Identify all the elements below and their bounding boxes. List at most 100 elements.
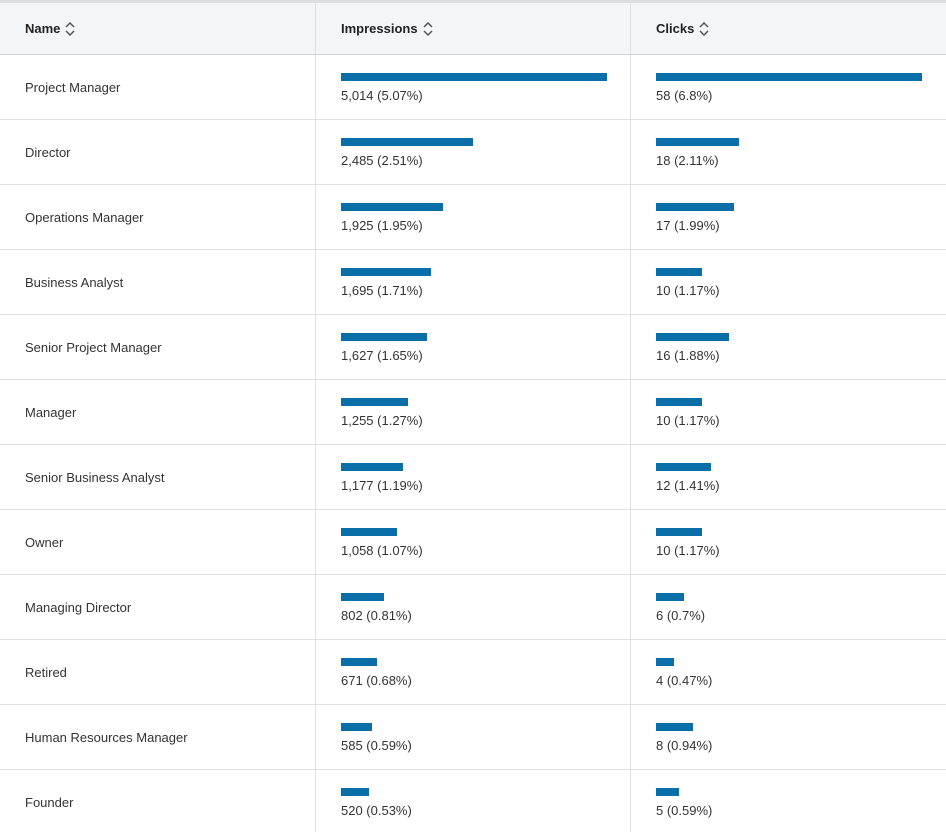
clicks-label: 4 (0.47%)	[656, 673, 713, 688]
impressions-cell: 1,627 (1.65%)	[316, 315, 631, 379]
impressions-label: 671 (0.68%)	[341, 673, 412, 688]
impressions-cell: 1,695 (1.71%)	[316, 250, 631, 314]
clicks-bar	[656, 788, 679, 796]
impressions-label: 1,627 (1.65%)	[341, 348, 423, 363]
clicks-label: 10 (1.17%)	[656, 413, 720, 428]
header-text: Impressions	[341, 21, 418, 36]
impressions-cell: 671 (0.68%)	[316, 640, 631, 704]
clicks-bar	[656, 73, 922, 81]
clicks-label: 16 (1.88%)	[656, 348, 720, 363]
clicks-cell: 6 (0.7%)	[631, 575, 946, 639]
impressions-cell: 5,014 (5.07%)	[316, 55, 631, 119]
name-cell: Operations Manager	[0, 185, 316, 249]
impressions-cell: 1,255 (1.27%)	[316, 380, 631, 444]
clicks-bar	[656, 138, 739, 146]
clicks-cell: 12 (1.41%)	[631, 445, 946, 509]
impressions-bar	[341, 203, 444, 211]
table-row: Business Analyst 1,695 (1.71%) 10 (1.17%)	[0, 250, 946, 315]
clicks-cell: 10 (1.17%)	[631, 380, 946, 444]
name-cell: Senior Business Analyst	[0, 445, 316, 509]
clicks-label: 6 (0.7%)	[656, 608, 706, 623]
impressions-cell: 585 (0.59%)	[316, 705, 631, 769]
table-row: Managing Director 802 (0.81%) 6 (0.7%)	[0, 575, 946, 640]
impressions-cell: 1,058 (1.07%)	[316, 510, 631, 574]
clicks-bar	[656, 333, 730, 341]
table-row: Senior Project Manager 1,627 (1.65%) 16 (1…	[0, 315, 946, 380]
table-row: Project Manager 5,014 (5.07%) 58 (6.8%)	[0, 55, 946, 120]
clicks-cell: 10 (1.17%)	[631, 510, 946, 574]
clicks-cell: 18 (2.11%)	[631, 120, 946, 184]
impressions-bar	[341, 788, 369, 796]
table-row: Founder 520 (0.53%) 5 (0.59%)	[0, 770, 946, 832]
header-cell[interactable]: Clicks	[631, 3, 946, 54]
impressions-cell: 520 (0.53%)	[316, 770, 631, 832]
impressions-label: 1,177 (1.19%)	[341, 478, 423, 493]
header-text: Clicks	[656, 21, 695, 36]
name-cell: Human Resources Manager	[0, 705, 316, 769]
impressions-bar	[341, 723, 373, 731]
impressions-cell: 802 (0.81%)	[316, 575, 631, 639]
clicks-bar	[656, 723, 693, 731]
clicks-label: 18 (2.11%)	[656, 153, 719, 168]
impressions-label: 585 (0.59%)	[341, 738, 412, 753]
clicks-label: 8 (0.94%)	[656, 738, 713, 753]
impressions-bar	[341, 73, 607, 81]
table-row: Owner 1,058 (1.07%) 10 (1.17%)	[0, 510, 946, 575]
impressions-bar	[341, 333, 428, 341]
clicks-cell: 58 (6.8%)	[631, 55, 946, 119]
clicks-label: 17 (1.99%)	[656, 218, 720, 233]
clicks-bar	[656, 463, 712, 471]
name-cell: Business Analyst	[0, 250, 316, 314]
impressions-bar	[341, 398, 408, 406]
impressions-cell: 1,925 (1.95%)	[316, 185, 631, 249]
table-row: Human Resources Manager 585 (0.59%) 8 (0.9…	[0, 705, 946, 770]
clicks-label: 10 (1.17%)	[656, 543, 720, 558]
impressions-label: 1,925 (1.95%)	[341, 218, 423, 233]
header-cell[interactable]: Name	[0, 3, 316, 54]
clicks-label: 5 (0.59%)	[656, 803, 713, 818]
name-cell: Manager	[0, 380, 316, 444]
clicks-cell: 17 (1.99%)	[631, 185, 946, 249]
table-row: Director 2,485 (2.51%) 18 (2.11%)	[0, 120, 946, 185]
table-row: Manager 1,255 (1.27%) 10 (1.17%)	[0, 380, 946, 445]
header-text: Name	[25, 21, 61, 36]
name-cell: Senior Project Manager	[0, 315, 316, 379]
clicks-label: 12 (1.41%)	[656, 478, 720, 493]
impressions-label: 1,058 (1.07%)	[341, 543, 423, 558]
clicks-bar	[656, 658, 675, 666]
sort-icon	[423, 21, 433, 36]
clicks-label: 10 (1.17%)	[656, 283, 720, 298]
clicks-cell: 16 (1.88%)	[631, 315, 946, 379]
clicks-bar	[656, 398, 702, 406]
impressions-bar	[341, 138, 473, 146]
clicks-cell: 4 (0.47%)	[631, 640, 946, 704]
clicks-cell: 8 (0.94%)	[631, 705, 946, 769]
sort-icon	[699, 21, 709, 36]
impressions-bar	[341, 463, 404, 471]
impressions-bar	[341, 268, 431, 276]
table-row: Senior Business Analyst 1,177 (1.19%) 12 (…	[0, 445, 946, 510]
table-row: Retired 671 (0.68%) 4 (0.47%)	[0, 640, 946, 705]
clicks-cell: 5 (0.59%)	[631, 770, 946, 832]
impressions-cell: 1,177 (1.19%)	[316, 445, 631, 509]
sort-icon	[65, 21, 75, 36]
header-cell[interactable]: Impressions	[316, 3, 631, 54]
clicks-label: 58 (6.8%)	[656, 88, 713, 103]
name-cell: Founder	[0, 770, 316, 832]
impressions-bar	[341, 658, 377, 666]
clicks-bar	[656, 268, 702, 276]
impressions-label: 1,255 (1.27%)	[341, 413, 423, 428]
impressions-bar	[341, 528, 398, 536]
impressions-label: 5,014 (5.07%)	[341, 88, 423, 103]
clicks-bar	[656, 528, 702, 536]
name-cell: Owner	[0, 510, 316, 574]
name-cell: Retired	[0, 640, 316, 704]
header-row: Name Impressions Clicks	[0, 3, 946, 55]
clicks-bar	[656, 203, 734, 211]
impressions-label: 802 (0.81%)	[341, 608, 412, 623]
impressions-label: 2,485 (2.51%)	[341, 153, 423, 168]
impressions-bar	[341, 593, 384, 601]
impressions-label: 520 (0.53%)	[341, 803, 412, 818]
name-cell: Managing Director	[0, 575, 316, 639]
